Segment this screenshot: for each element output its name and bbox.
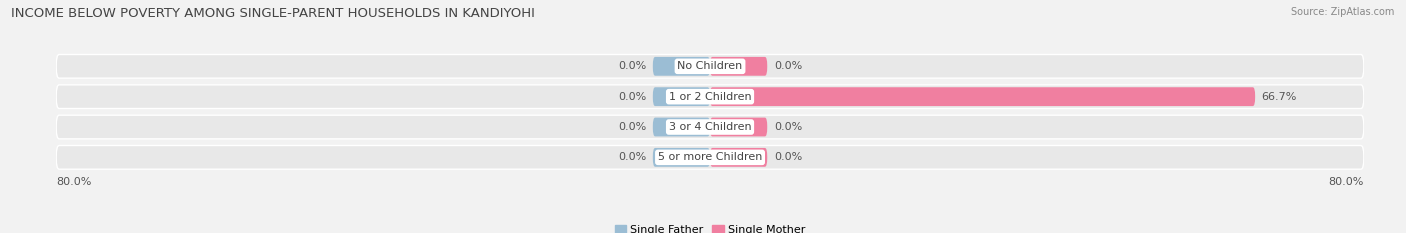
Text: 80.0%: 80.0% [1329, 177, 1364, 187]
Text: 5 or more Children: 5 or more Children [658, 152, 762, 162]
Text: INCOME BELOW POVERTY AMONG SINGLE-PARENT HOUSEHOLDS IN KANDIYOHI: INCOME BELOW POVERTY AMONG SINGLE-PARENT… [11, 7, 536, 20]
Text: 80.0%: 80.0% [56, 177, 91, 187]
Text: 3 or 4 Children: 3 or 4 Children [669, 122, 751, 132]
Text: 1 or 2 Children: 1 or 2 Children [669, 92, 751, 102]
FancyBboxPatch shape [56, 55, 1364, 78]
Text: No Children: No Children [678, 61, 742, 71]
Text: 0.0%: 0.0% [773, 122, 801, 132]
Text: 0.0%: 0.0% [619, 92, 647, 102]
FancyBboxPatch shape [710, 57, 768, 76]
FancyBboxPatch shape [652, 148, 710, 167]
FancyBboxPatch shape [56, 146, 1364, 169]
Text: 0.0%: 0.0% [619, 122, 647, 132]
FancyBboxPatch shape [710, 118, 768, 136]
FancyBboxPatch shape [710, 148, 768, 167]
Text: 0.0%: 0.0% [773, 61, 801, 71]
Text: Source: ZipAtlas.com: Source: ZipAtlas.com [1291, 7, 1395, 17]
FancyBboxPatch shape [652, 57, 710, 76]
FancyBboxPatch shape [710, 87, 1256, 106]
FancyBboxPatch shape [56, 85, 1364, 109]
Text: 0.0%: 0.0% [773, 152, 801, 162]
Legend: Single Father, Single Mother: Single Father, Single Mother [610, 220, 810, 233]
FancyBboxPatch shape [652, 87, 710, 106]
FancyBboxPatch shape [56, 115, 1364, 139]
FancyBboxPatch shape [652, 118, 710, 136]
Text: 0.0%: 0.0% [619, 61, 647, 71]
Text: 66.7%: 66.7% [1261, 92, 1298, 102]
Text: 0.0%: 0.0% [619, 152, 647, 162]
